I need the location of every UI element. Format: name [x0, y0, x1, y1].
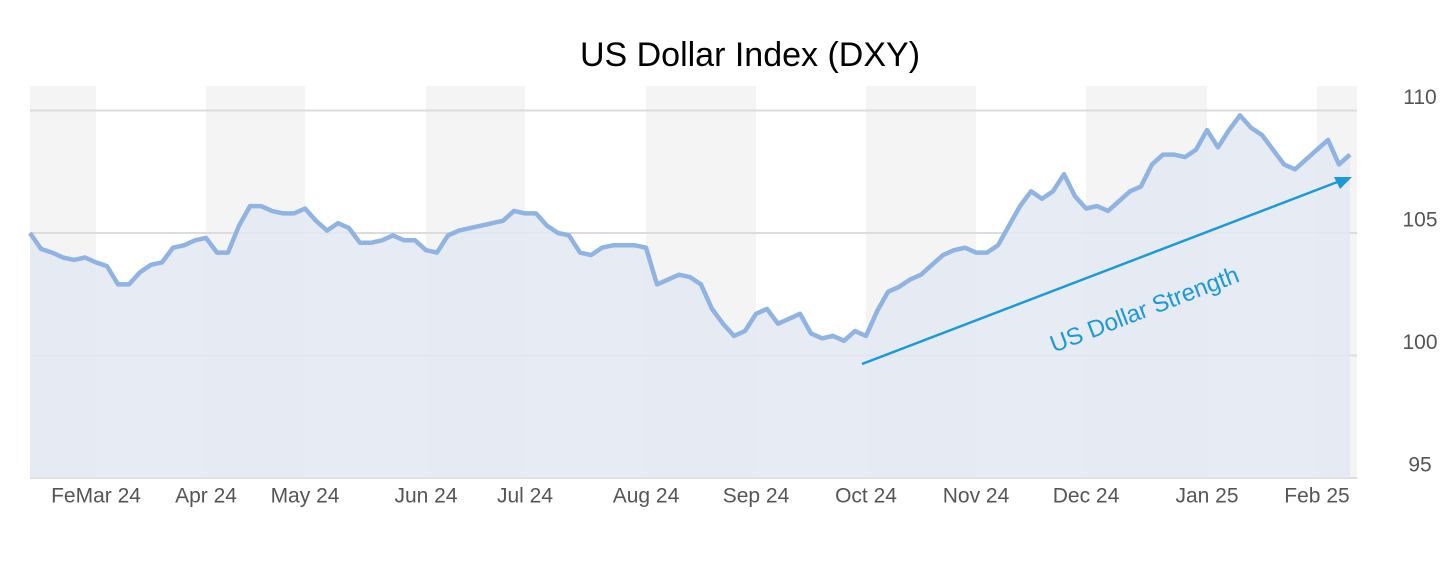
- x-tick-label: Jun 24: [394, 485, 457, 508]
- x-tick-label: Sep 24: [723, 485, 790, 508]
- x-tick-label: Nov 24: [943, 485, 1010, 508]
- y-tick-label: 105: [1402, 209, 1437, 232]
- x-tick-label: Apr 24: [175, 485, 237, 508]
- x-tick-label: FeMar 24: [51, 485, 141, 508]
- x-tick-label: Oct 24: [835, 485, 897, 508]
- chart-title: US Dollar Index (DXY): [580, 36, 920, 74]
- area: [30, 115, 1350, 479]
- x-tick-label: Dec 24: [1053, 485, 1120, 508]
- x-tick-label: Jan 25: [1175, 485, 1238, 508]
- line: [28, 113, 1352, 344]
- x-tick-label: May 24: [271, 485, 340, 508]
- y-tick-label: 100: [1402, 331, 1437, 354]
- x-tick-label: Jul 24: [497, 485, 553, 508]
- plot: [28, 113, 1352, 479]
- arrow-head: [1334, 177, 1352, 189]
- x-tick-label: Aug 24: [613, 485, 680, 508]
- x-tick-label: Feb 25: [1284, 485, 1349, 508]
- labels: 95 100 105 110 FeMar 24 Apr 24 May 24 Jun 24 Jul…: [51, 86, 1437, 508]
- y-tick-label: 95: [1408, 454, 1431, 477]
- annotation-arrow: [861, 179, 1341, 366]
- y-tick-label: 110: [1403, 86, 1436, 109]
